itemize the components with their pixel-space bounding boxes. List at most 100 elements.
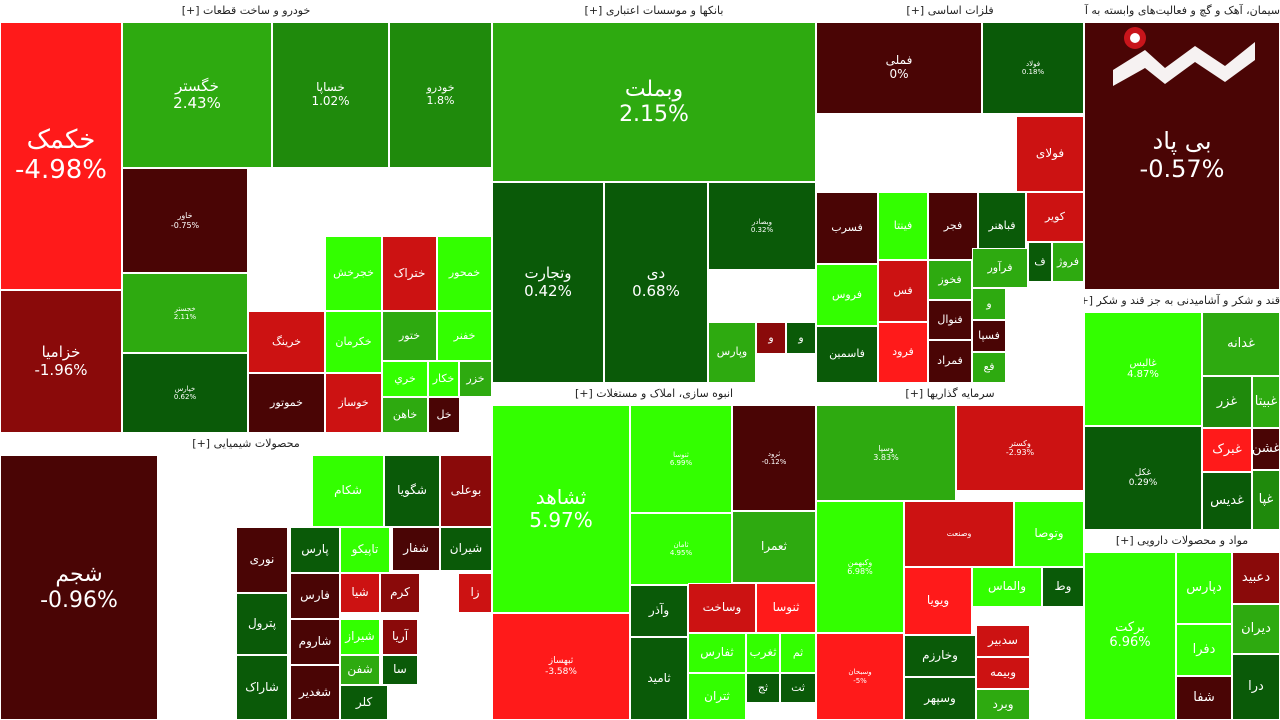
stock-tile[interactable]: غدانه [1202,312,1280,376]
stock-tile[interactable]: ثغرب [746,633,780,673]
stock-tile[interactable]: نوری [236,527,288,593]
sector-header[interactable]: خودرو و ساخت قطعات [+] [0,0,492,22]
stock-tile[interactable]: خزر [459,361,492,397]
stock-tile[interactable]: و [756,322,786,354]
stock-tile[interactable]: خکرمان [325,311,382,373]
stock-tile[interactable]: خساپا 1.02% [272,22,389,168]
stock-tile[interactable]: ثج [746,673,780,703]
stock-tile[interactable]: دفرا [1176,624,1232,676]
stock-tile[interactable]: غزر [1202,376,1252,428]
stock-tile[interactable]: شاروم [290,619,340,665]
stock-tile[interactable]: غکل 0.29% [1084,426,1202,530]
stock-tile[interactable]: شفار [392,527,440,571]
stock-tile[interactable]: ثم [780,633,816,673]
stock-tile[interactable]: ثامان 4.95% [630,513,732,585]
stock-tile[interactable]: فمراد [928,340,972,383]
stock-tile[interactable]: فرود [878,322,928,383]
stock-tile[interactable]: فسپا [972,320,1006,352]
stock-tile[interactable]: شیراز [340,619,380,655]
stock-tile[interactable]: ثفارس [688,633,746,673]
stock-tile[interactable]: فس [878,260,928,322]
stock-tile[interactable]: پترول [236,593,288,655]
stock-tile[interactable]: وصنعت [904,501,1014,567]
stock-tile[interactable]: خوساز [325,373,382,433]
stock-tile[interactable]: و [786,322,816,354]
stock-tile[interactable]: دیران [1232,604,1280,654]
stock-tile[interactable]: وتجارت 0.42% [492,182,604,383]
stock-tile[interactable]: ویویا [904,567,972,635]
stock-tile[interactable]: آریا [382,619,418,655]
stock-tile[interactable]: ختور [382,311,437,361]
stock-tile[interactable]: فارس [290,573,340,619]
stock-tile[interactable]: وسبحان -5% [816,633,904,720]
stock-tile[interactable]: وآذر [630,585,688,637]
stock-tile[interactable]: غالبس 4.87% [1084,312,1202,426]
stock-tile[interactable]: غپا [1252,470,1280,530]
stock-tile[interactable]: فع [972,352,1006,383]
stock-tile[interactable]: شیران [440,527,492,571]
stock-tile[interactable]: فسرب [816,192,878,264]
stock-tile[interactable]: خکمک -4.98% [0,22,122,290]
stock-tile[interactable]: غدیس [1202,472,1252,530]
stock-tile[interactable]: دپارس [1176,552,1232,624]
stock-tile[interactable]: ثتران [688,673,746,720]
stock-tile[interactable]: فاسمین [816,326,878,383]
stock-tile[interactable]: فجر [928,192,978,260]
stock-tile[interactable]: والماس [972,567,1042,607]
stock-tile[interactable]: فولای [1016,116,1084,192]
stock-tile[interactable]: غبیتا [1252,376,1280,428]
sector-header[interactable]: فلزات اساسی [+] [816,0,1084,22]
stock-tile[interactable]: وبیمه [976,657,1030,689]
stock-tile[interactable]: دی 0.68% [604,182,708,383]
stock-tile[interactable]: غشن [1252,428,1280,470]
stock-tile[interactable]: خموتور [248,373,325,433]
stock-tile[interactable]: غبرک [1202,428,1252,472]
stock-tile[interactable]: کلر [340,685,388,720]
stock-tile[interactable]: وسپهر [904,677,976,720]
stock-tile[interactable]: خجستر 2.11% [122,273,248,353]
stock-tile[interactable]: سدبیر [976,625,1030,657]
stock-tile[interactable]: شگویا [384,455,440,527]
stock-tile[interactable]: خزامیا -1.96% [0,290,122,433]
stock-tile[interactable]: تاپیکو [340,527,390,573]
stock-tile[interactable]: و [972,288,1006,320]
stock-tile[interactable]: وسپا 3.83% [816,405,956,501]
stock-tile[interactable]: خاور -0.75% [122,168,248,273]
stock-tile[interactable]: وبصادر 0.32% [708,182,816,270]
stock-tile[interactable]: فرآور [972,248,1028,288]
stock-tile[interactable]: وبرد [976,689,1030,720]
stock-tile[interactable]: وساخت [688,583,756,633]
sector-header[interactable]: مواد و محصولات دارویی [+] [1084,530,1280,552]
stock-tile[interactable]: ثنوسا 6.99% [630,405,732,513]
stock-tile[interactable]: وپارس [708,322,756,383]
stock-tile[interactable]: خپارس 0.62% [122,353,248,433]
stock-tile[interactable]: وخارزم [904,635,976,677]
stock-tile[interactable]: شجم -0.96% [0,455,158,720]
stock-tile[interactable]: ف [1028,242,1052,282]
sector-header[interactable]: محصولات شیمیایی [+] [0,433,492,455]
sector-header[interactable]: انبوه سازی، املاک و مستغلات [+] [492,383,816,405]
stock-tile[interactable]: ثرود -0.12% [732,405,816,511]
sector-header[interactable]: قند و شکر و آشامیدنی به جز قند و شکر [+] [1084,290,1280,312]
stock-tile[interactable]: وبملت 2.15% [492,22,816,182]
stock-tile[interactable]: خگستر 2.43% [122,22,272,168]
stock-tile[interactable]: شیا [340,573,380,613]
stock-tile[interactable]: بوعلی [440,455,492,527]
stock-tile[interactable]: کرم [380,573,420,613]
stock-tile[interactable]: زا [458,573,492,613]
stock-tile[interactable]: خفنر [437,311,492,361]
stock-tile[interactable]: فخوز [928,260,972,300]
sector-header[interactable]: سیمان، آهک و گچ و فعالیت‌های وابسته به آ… [1084,0,1280,22]
stock-tile[interactable]: خمحور [437,236,492,311]
stock-tile[interactable]: پارس [290,527,340,573]
stock-tile[interactable]: بی پاد -0.57% [1084,22,1280,290]
stock-tile[interactable]: ثامید [630,637,688,720]
stock-tile[interactable]: کویر [1026,192,1084,242]
stock-tile[interactable]: خرینگ [248,311,325,373]
stock-tile[interactable]: شفن [340,655,380,685]
stock-tile[interactable]: دعبید [1232,552,1280,604]
stock-tile[interactable]: خجرخش [325,236,382,311]
stock-tile[interactable]: فملی 0% [816,22,982,114]
stock-tile[interactable]: خل [428,397,460,433]
stock-tile[interactable]: فولاد 0.18% [982,22,1084,114]
